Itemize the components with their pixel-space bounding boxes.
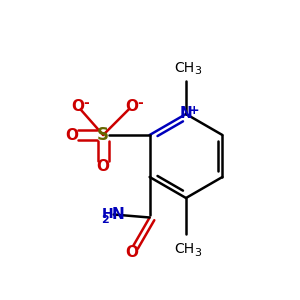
- Text: O: O: [65, 128, 78, 142]
- Text: S: S: [97, 126, 109, 144]
- Text: 3: 3: [194, 66, 202, 76]
- Text: +: +: [189, 104, 200, 117]
- Text: 3: 3: [194, 248, 202, 258]
- Text: N: N: [180, 106, 192, 122]
- Text: CH: CH: [174, 61, 195, 74]
- Text: O: O: [125, 99, 138, 114]
- Text: -: -: [137, 96, 143, 110]
- Text: N: N: [112, 207, 124, 222]
- Text: H: H: [102, 208, 113, 221]
- Text: -: -: [83, 96, 89, 110]
- Text: O: O: [125, 245, 138, 260]
- Text: CH: CH: [174, 242, 195, 256]
- Text: O: O: [97, 159, 110, 174]
- Text: O: O: [71, 99, 84, 114]
- Text: 2: 2: [101, 215, 109, 225]
